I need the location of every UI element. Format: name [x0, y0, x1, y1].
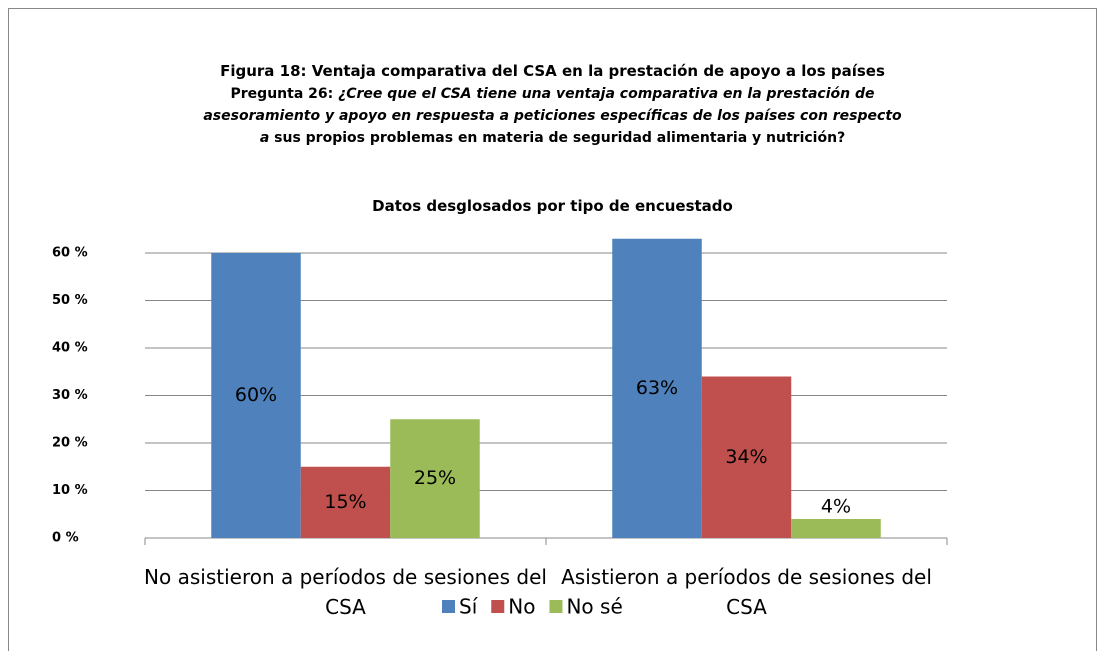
bar	[791, 519, 881, 538]
bar	[612, 238, 702, 538]
bar	[300, 466, 391, 538]
y-tick-label: 60 %	[52, 246, 88, 261]
question-label: Pregunta 26:	[230, 86, 334, 102]
legend-swatch	[442, 600, 455, 613]
bar	[211, 253, 301, 538]
question-line: sus propios problemas en materia de segu…	[274, 130, 846, 146]
x-tick-label: No asistieron a períodos de sesiones del…	[144, 565, 547, 619]
question: a sus propios problemas en materia de se…	[0, 130, 1105, 146]
data-label: 34%	[725, 446, 767, 468]
bar	[701, 376, 792, 538]
legend-label: No	[508, 595, 535, 619]
chart-title: Datos desglosados por tipo de encuestado	[372, 197, 733, 215]
legend-label: Sí	[459, 595, 479, 619]
legend-swatch	[491, 600, 505, 613]
data-label: 25%	[414, 467, 456, 489]
legend-swatch	[549, 600, 563, 613]
question: Pregunta 26: ¿Cree que el CSA tiene una …	[0, 86, 1105, 102]
question: asesoramiento y apoyo en respuesta a pet…	[0, 108, 1105, 124]
data-label: 63%	[636, 377, 678, 399]
data-label: 4%	[821, 496, 851, 518]
question-line: ¿Cree que el CSA tiene una ventaja compa…	[338, 86, 875, 102]
y-tick-label: 20 %	[52, 436, 88, 451]
y-tick-label: 50 %	[52, 293, 88, 308]
data-label: 60%	[235, 384, 277, 406]
question-line: a	[259, 130, 270, 146]
y-tick-label: 30 %	[52, 388, 88, 403]
question-line: asesoramiento y apoyo en respuesta a pet…	[203, 108, 902, 124]
x-tick-label: Asistieron a períodos de sesiones del CS…	[561, 565, 932, 619]
legend-label: No sé	[566, 595, 622, 619]
y-tick-label: 0 %	[52, 531, 79, 546]
bar	[390, 419, 480, 538]
frame	[8, 8, 1097, 651]
y-tick-label: 10 %	[52, 483, 88, 498]
y-tick-label: 40 %	[52, 341, 88, 356]
data-label: 15%	[324, 491, 366, 513]
figure-title: Figura 18: Ventaja comparativa del CSA e…	[220, 62, 885, 80]
